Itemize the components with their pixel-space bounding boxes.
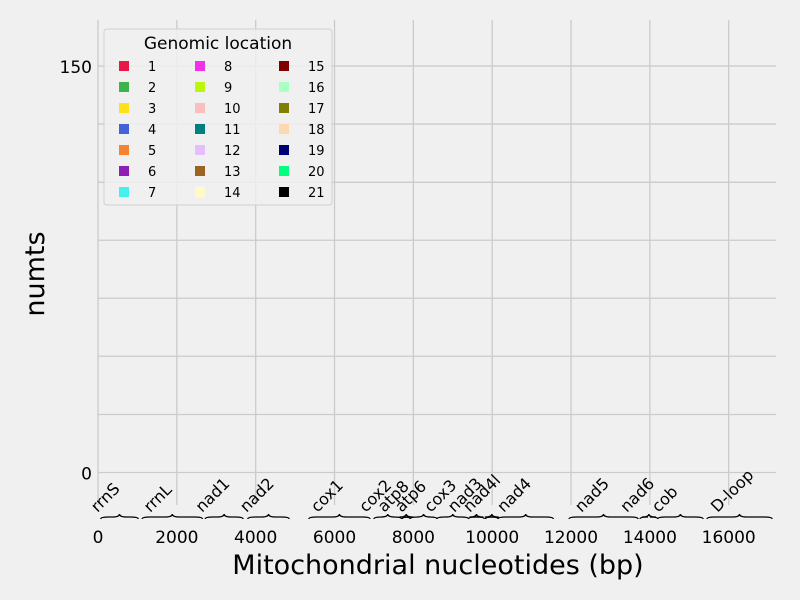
- legend-swatch: [195, 61, 205, 71]
- legend-swatch: [279, 145, 289, 155]
- legend-label: 16: [308, 81, 325, 96]
- legend-label: 13: [224, 165, 241, 180]
- gene-label: nad6: [616, 474, 658, 516]
- legend-swatch: [279, 124, 289, 134]
- x-tick-label: 8000: [392, 528, 435, 548]
- gene-brace: [308, 513, 371, 520]
- gene-brace: [409, 513, 438, 520]
- y-gridlines: [98, 65, 776, 474]
- legend-swatch: [195, 124, 205, 134]
- legend-swatch: [195, 187, 205, 197]
- legend-label: 12: [224, 144, 241, 159]
- x-tick-label: 6000: [313, 528, 356, 548]
- x-tick-label: 0: [93, 528, 104, 548]
- legend-label: 20: [308, 165, 325, 180]
- y-tick-label: 0: [81, 464, 92, 484]
- legend-label: 3: [148, 102, 156, 117]
- x-tick-label: 10000: [465, 528, 519, 548]
- y-tick-labels: 0 150: [60, 58, 92, 484]
- legend-swatch: [195, 166, 205, 176]
- legend-label: 11: [224, 123, 241, 138]
- legend-box: [103, 28, 333, 206]
- legend-label: 4: [148, 123, 156, 138]
- gene-label: rrnL: [140, 480, 176, 516]
- legend-swatch: [119, 82, 129, 92]
- legend-label: 5: [148, 144, 156, 159]
- legend-label: 15: [308, 60, 325, 75]
- gene-brace: [467, 513, 485, 520]
- gene-label: rrnS: [87, 479, 124, 516]
- x-tick-label: 12000: [544, 528, 598, 548]
- legend-swatch: [195, 145, 205, 155]
- legend-label: 19: [308, 144, 325, 159]
- x-axis-title: Mitochondrial nucleotides (bp): [232, 550, 643, 581]
- legend-swatch: [119, 103, 129, 113]
- legend-label: 8: [224, 60, 232, 75]
- legend-swatch: [279, 166, 289, 176]
- gene-label: cox1: [307, 476, 347, 516]
- gene-label: nad1: [192, 474, 234, 516]
- legend-swatch: [195, 82, 205, 92]
- gene-brace: [706, 513, 773, 520]
- x-tick-labels: 0 2000 4000 6000 8000 10000 12000 14000 16000: [93, 528, 756, 548]
- gene-label: nad2: [236, 474, 278, 516]
- gene-brace: [100, 513, 139, 520]
- legend-swatch: [119, 187, 129, 197]
- legend-label: 7: [148, 186, 156, 201]
- gene-brace: [141, 513, 204, 520]
- gene-braces: [100, 513, 773, 520]
- x-tick-label: 2000: [155, 528, 198, 548]
- gene-brace: [639, 513, 659, 520]
- gene-brace: [657, 513, 704, 520]
- legend-swatch: [279, 103, 289, 113]
- legend-label: 18: [308, 123, 325, 138]
- gene-brace: [373, 513, 403, 520]
- legend-swatch: [195, 103, 205, 113]
- legend-label: 9: [224, 81, 232, 96]
- x-tick-label: 16000: [702, 528, 756, 548]
- gene-label: nad5: [571, 474, 613, 516]
- legend: Genomic location 12345678910111213141516…: [103, 28, 333, 206]
- gene-brace: [568, 513, 639, 520]
- legend-swatch: [119, 145, 129, 155]
- legend-label: 17: [308, 102, 325, 117]
- legend-label: 6: [148, 165, 156, 180]
- x-tick-label: 14000: [623, 528, 677, 548]
- legend-swatch: [279, 61, 289, 71]
- gene-brace: [436, 513, 470, 520]
- legend-label: 1: [148, 60, 156, 75]
- legend-label: 2: [148, 81, 156, 96]
- legend-label: 14: [224, 186, 241, 201]
- gene-brace: [204, 513, 244, 520]
- legend-swatch: [279, 82, 289, 92]
- y-axis-title: numts: [20, 231, 51, 316]
- y-tick-label: 150: [60, 58, 92, 78]
- legend-label: 10: [224, 102, 241, 117]
- legend-label: 21: [308, 186, 325, 201]
- legend-title: Genomic location: [144, 34, 292, 54]
- gene-brace: [399, 513, 414, 520]
- gene-brace: [484, 513, 499, 520]
- legend-swatch: [119, 61, 129, 71]
- legend-swatch: [119, 124, 129, 134]
- gene-brace: [247, 513, 290, 520]
- gene-brace: [497, 513, 554, 520]
- x-tick-label: 4000: [234, 528, 277, 548]
- legend-swatch: [279, 187, 289, 197]
- legend-swatch: [119, 166, 129, 176]
